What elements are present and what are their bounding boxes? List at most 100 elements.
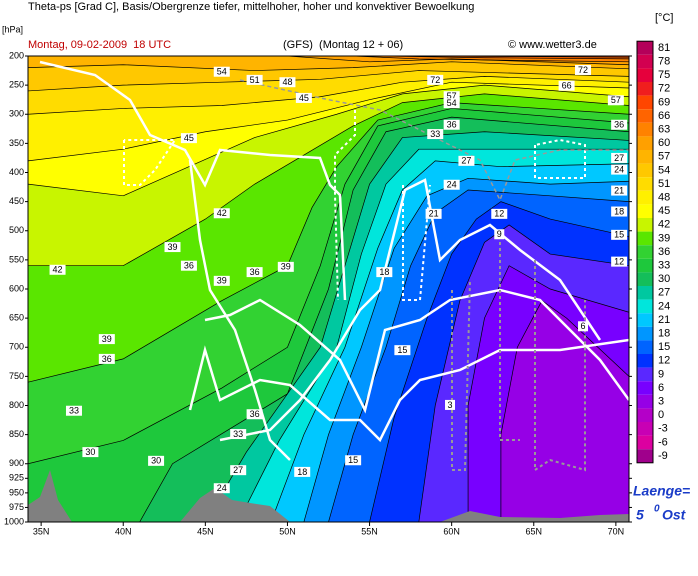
contour-label: 72 xyxy=(430,75,440,85)
colorbar-swatch xyxy=(637,68,653,82)
colorbar-swatch xyxy=(637,218,653,232)
contour-label-box xyxy=(491,208,508,219)
contour-label: 18 xyxy=(614,206,624,216)
colorbar-label: 63 xyxy=(658,124,670,136)
colorbar-swatch xyxy=(637,41,653,55)
contour-label-box xyxy=(443,98,460,109)
contour-label-box xyxy=(180,260,197,271)
cloud-line xyxy=(451,279,471,471)
contour-label: 48 xyxy=(282,77,292,87)
contour-label-box xyxy=(394,345,411,356)
annotation: Laenge= xyxy=(633,483,690,499)
terrain xyxy=(440,511,629,522)
colorbar-swatch xyxy=(637,313,653,327)
contour-label: 45 xyxy=(184,133,194,143)
contour-line xyxy=(287,56,629,66)
x-tick-label: 40N xyxy=(115,526,132,536)
contour-label-box xyxy=(295,92,312,103)
y-axis-label: [hPa] xyxy=(2,24,23,34)
contour-label: 66 xyxy=(562,81,572,91)
contour-label: 33 xyxy=(430,129,440,139)
contour-label-box xyxy=(376,267,393,278)
contour-label-box xyxy=(445,399,456,410)
colorbar-label: 72 xyxy=(658,83,670,95)
colorbar-swatch xyxy=(637,272,653,286)
colorbar-frame xyxy=(636,40,654,464)
colorbar-label: 30 xyxy=(658,273,670,285)
contour-label: 39 xyxy=(167,242,177,252)
contour-label: 36 xyxy=(184,261,194,271)
x-tick-label: 60N xyxy=(443,526,460,536)
contour-label: 36 xyxy=(102,354,112,364)
contour-label: 9 xyxy=(497,229,502,239)
contour-label: 21 xyxy=(614,185,624,195)
cloud-line xyxy=(188,338,629,443)
y-tick-label: 950 xyxy=(9,487,24,497)
contour-label: 42 xyxy=(53,265,63,275)
colorbar-label: 54 xyxy=(658,164,670,176)
colorbar-label: [°C] xyxy=(655,12,673,24)
contour-label: 18 xyxy=(297,467,307,477)
field xyxy=(28,56,629,522)
y-tick-label: 500 xyxy=(9,225,24,235)
colorbar-swatch xyxy=(637,190,653,205)
colorbar-swatch xyxy=(637,82,653,96)
contour-label-box xyxy=(425,208,442,219)
contour-label: 6 xyxy=(581,321,586,331)
x-tick-label: 35N xyxy=(33,526,50,536)
contour-label: 30 xyxy=(85,447,95,457)
contour-label: 24 xyxy=(447,180,457,190)
colorbar-swatch xyxy=(637,367,653,382)
contour-label-box xyxy=(611,152,628,163)
contour-label-box xyxy=(148,455,165,466)
contour-label-box xyxy=(575,64,592,75)
colorbar-label: 21 xyxy=(658,314,670,326)
colorbar-label: -3 xyxy=(658,423,668,435)
colorbar-label: 81 xyxy=(658,42,670,54)
colorbar-label: 60 xyxy=(658,137,670,149)
credit: © www.wetter3.de xyxy=(508,39,597,51)
contour-label: 27 xyxy=(614,153,624,163)
contour-label-box xyxy=(494,229,505,240)
cloud-line xyxy=(123,139,177,186)
cloud-line xyxy=(204,288,629,414)
colorbar-swatch xyxy=(637,394,653,409)
colorbar-swatch xyxy=(637,136,653,150)
colorbar-swatch xyxy=(637,258,653,273)
colorbar-label: 75 xyxy=(658,69,670,81)
y-tick-label: 650 xyxy=(9,313,24,323)
y-tick-label: 900 xyxy=(9,458,24,468)
chart-subtitle: Montag, 09-02-2009 18 UTC xyxy=(28,39,171,51)
contour-label: 24 xyxy=(614,164,624,174)
colorbar-swatch xyxy=(637,95,653,110)
contour-line xyxy=(28,102,629,383)
contour-labels: 4239363936424539363933303027243336181518… xyxy=(49,64,628,494)
annotation-value: 5 xyxy=(636,507,644,523)
colorbar-label: 51 xyxy=(658,178,670,190)
colorbar-label: 57 xyxy=(658,151,670,163)
colorbar-swatch xyxy=(637,286,653,300)
colorbar-swatch xyxy=(637,150,653,164)
x-tick-label: 45N xyxy=(197,526,214,536)
colorbar-label: 12 xyxy=(658,355,670,367)
contour-label-box xyxy=(458,155,475,166)
contour-line xyxy=(353,56,629,63)
colorbar-label: 42 xyxy=(658,219,670,231)
colorbar-swatch xyxy=(637,422,653,436)
y-tick-label: 750 xyxy=(9,371,24,381)
contour-label: 57 xyxy=(447,91,457,101)
colorbar-swatch xyxy=(637,449,653,463)
y-tick-label: 600 xyxy=(9,283,24,293)
x-tick-label: 65N xyxy=(526,526,543,536)
colorbar-label: 6 xyxy=(658,382,664,394)
colorbar-label: 45 xyxy=(658,205,670,217)
colorbar-label: 3 xyxy=(658,396,664,408)
contour-label: 57 xyxy=(611,95,621,105)
cloud-line xyxy=(534,138,586,179)
contour-label: 72 xyxy=(578,65,588,75)
colorbar-swatch xyxy=(637,340,653,354)
model-run: (GFS) (Montag 12 + 06) xyxy=(283,39,403,51)
colorbar-swatch xyxy=(637,435,653,450)
